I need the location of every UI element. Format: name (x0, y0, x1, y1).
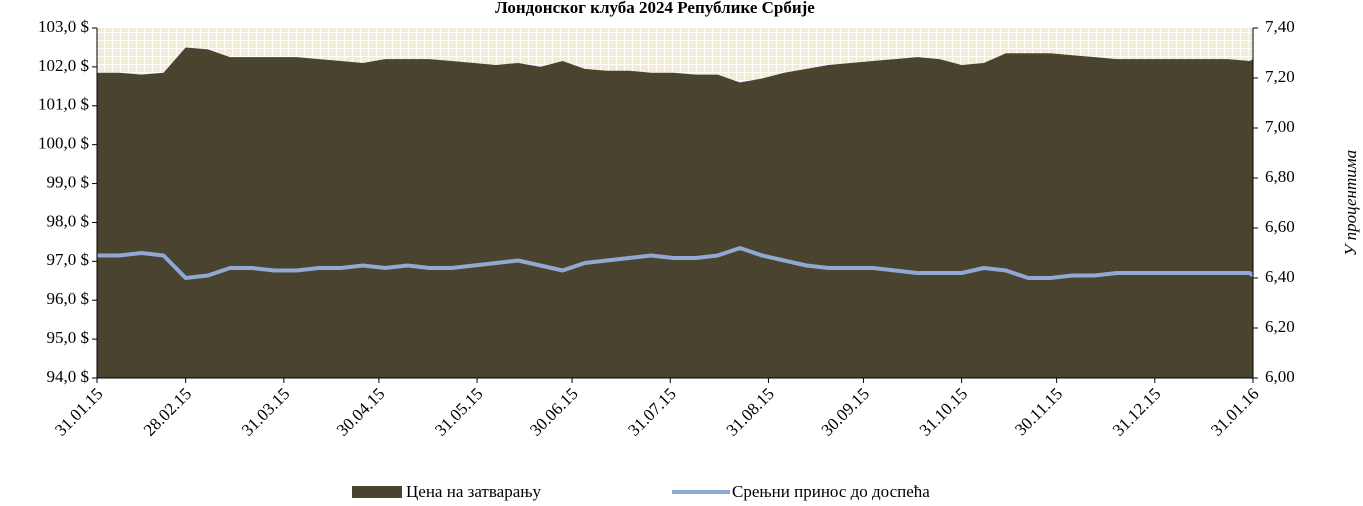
x-tick-label: 31.05.15 (431, 384, 487, 440)
y-tick-label: 99,0 $ (47, 172, 90, 191)
y-tick-label: 102,0 $ (38, 56, 89, 75)
y-tick-label: 96,0 $ (47, 289, 90, 308)
legend-swatch (352, 486, 402, 498)
y-tick-label: 101,0 $ (38, 95, 89, 114)
x-tick-label: 30.06.15 (526, 384, 582, 440)
legend-label: Срењни принос до доспећа (732, 482, 930, 501)
x-tick-label: 30.11.15 (1011, 384, 1066, 439)
y2-tick-label: 7,40 (1265, 17, 1295, 36)
legend-label: Цена на затварању (406, 482, 542, 501)
y-tick-label: 103,0 $ (38, 17, 89, 36)
yield-line (97, 246, 1255, 280)
y2-tick-label: 6,20 (1265, 317, 1295, 336)
y2-axis-label: У процентима (1341, 150, 1360, 256)
chart-title: Лондонског клуба 2024 Републике Србије (495, 0, 815, 17)
x-tick-label: 31.01.15 (51, 384, 107, 440)
x-tick-label: 28.02.15 (140, 384, 196, 440)
x-tick-label: 31.03.15 (238, 384, 294, 440)
y-tick-label: 95,0 $ (47, 328, 90, 347)
x-tick-label: 31.08.15 (723, 384, 779, 440)
y2-tick-label: 7,00 (1265, 117, 1295, 136)
y-tick-label: 94,0 $ (47, 367, 90, 386)
y-tick-label: 97,0 $ (47, 250, 90, 269)
price-area (97, 47, 1253, 378)
y2-tick-label: 6,60 (1265, 217, 1295, 236)
y2-tick-label: 6,80 (1265, 167, 1295, 186)
x-tick-label: 30.09.15 (818, 384, 874, 440)
x-tick-label: 30.04.15 (333, 384, 389, 440)
y-tick-label: 98,0 $ (47, 211, 90, 230)
y2-tick-label: 6,40 (1265, 267, 1295, 286)
y2-tick-label: 6,00 (1265, 367, 1295, 386)
y2-tick-label: 7,20 (1265, 67, 1295, 86)
x-tick-label: 31.12.15 (1109, 384, 1165, 440)
y-tick-label: 100,0 $ (38, 134, 89, 153)
x-tick-label: 31.07.15 (624, 384, 680, 440)
x-tick-label: 31.10.15 (916, 384, 972, 440)
x-tick-label: 31.01.16 (1207, 384, 1263, 440)
